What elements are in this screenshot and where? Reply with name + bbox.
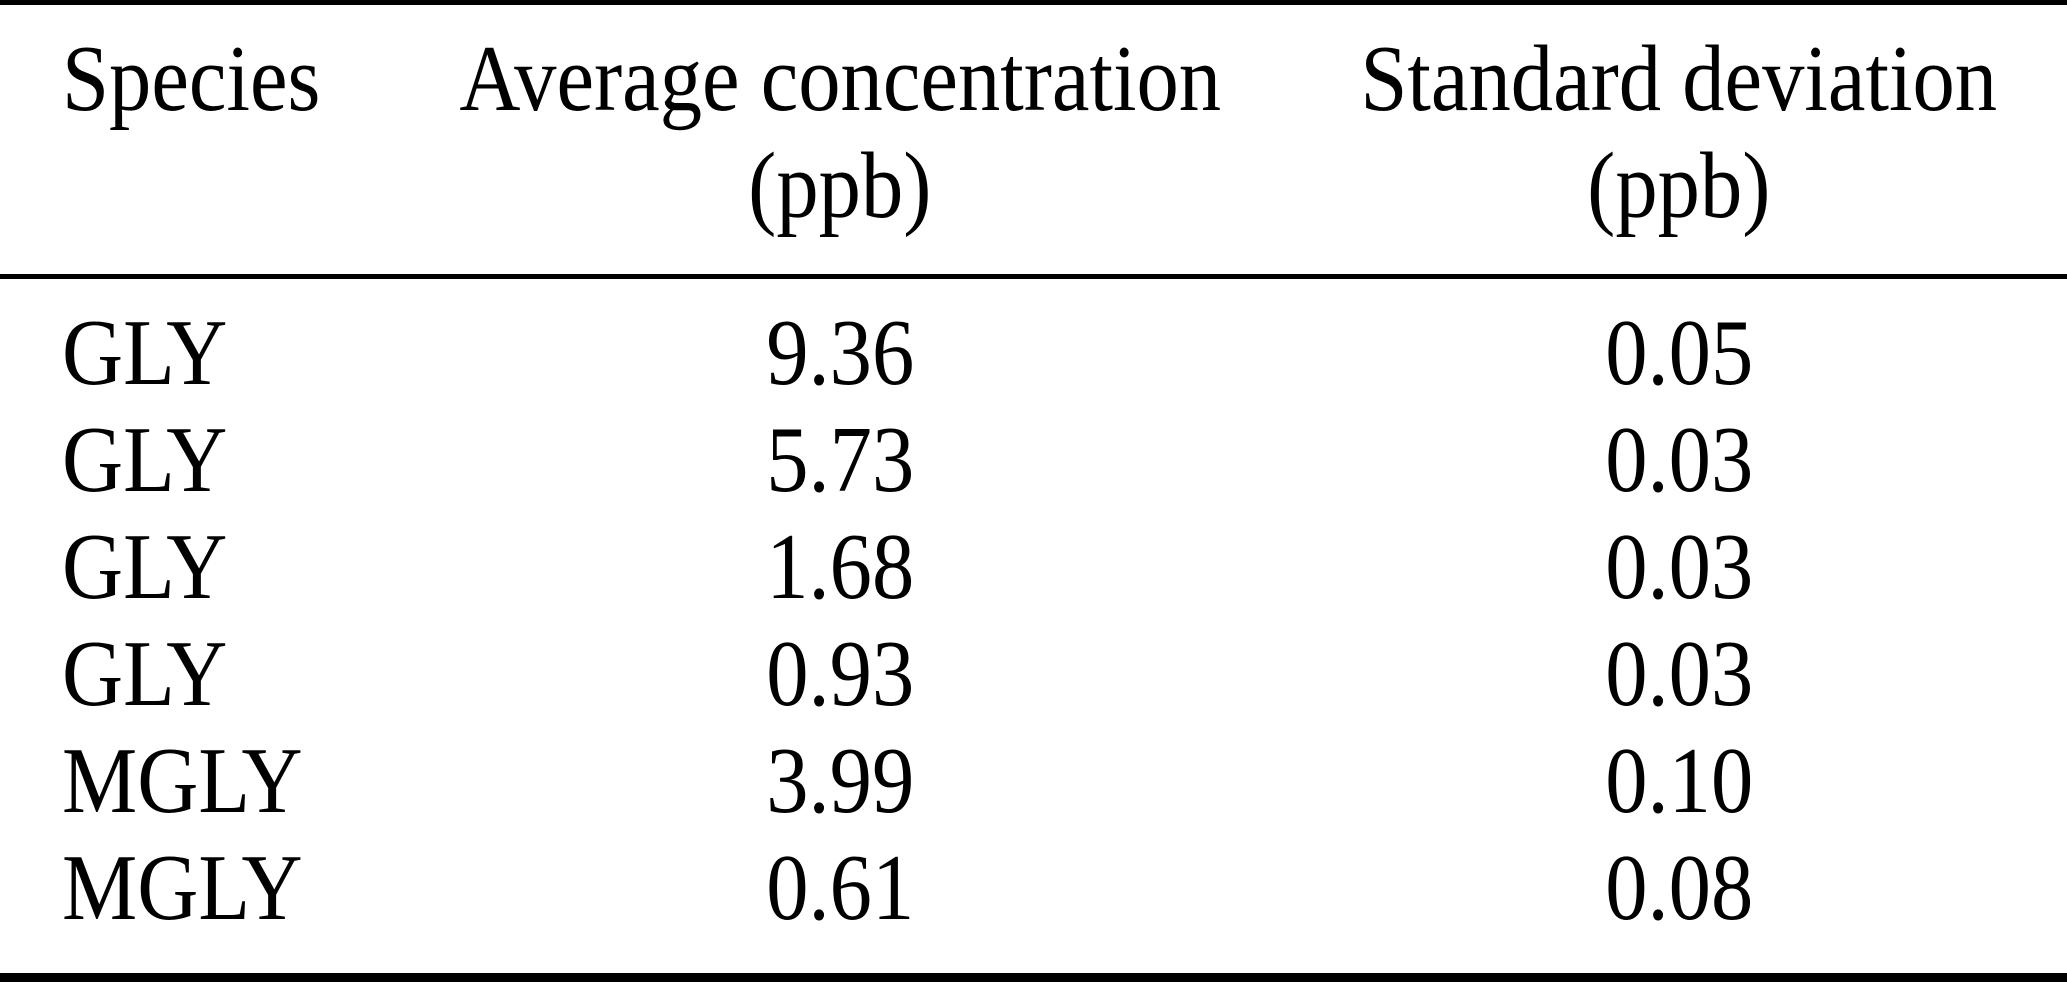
average-concentration-cell: 5.73 (765, 408, 915, 512)
species-cell: MGLY (62, 729, 303, 833)
table-top-rule (0, 0, 2067, 5)
species-cell: GLY (62, 408, 228, 512)
header-species: Species (0, 26, 389, 274)
average-concentration-cell: 0.93 (765, 622, 915, 726)
table-row: GLY 9.36 0.05 (0, 300, 2067, 407)
header-species-label: Species (62, 27, 321, 131)
table-row: GLY 5.73 0.03 (0, 407, 2067, 514)
header-standard-deviation: Standard deviation (ppb) (1291, 26, 2067, 274)
header-standard-deviation-label: Standard deviation (1360, 27, 1998, 131)
standard-deviation-cell: 0.03 (1604, 515, 1754, 619)
table-body: GLY 9.36 0.05 GLY 5.73 0.03 GLY 1.68 (0, 279, 2067, 973)
species-cell: GLY (62, 622, 228, 726)
table-header-rule (0, 274, 2067, 279)
table-row: MGLY 0.61 0.08 (0, 835, 2067, 942)
standard-deviation-cell: 0.10 (1604, 729, 1754, 833)
species-cell: GLY (62, 301, 228, 405)
species-cell: MGLY (62, 836, 303, 940)
table-bottom-rule (0, 973, 2067, 982)
standard-deviation-cell: 0.05 (1604, 301, 1754, 405)
standard-deviation-cell: 0.03 (1604, 408, 1754, 512)
table-row: GLY 1.68 0.03 (0, 514, 2067, 621)
standard-deviation-cell: 0.03 (1604, 622, 1754, 726)
header-average-concentration: Average concentration (ppb) (389, 26, 1291, 274)
average-concentration-cell: 1.68 (765, 515, 915, 619)
average-concentration-cell: 9.36 (765, 301, 915, 405)
table-header: Species Average concentration (ppb) Stan… (0, 5, 2067, 274)
header-average-concentration-label: Average concentration (459, 27, 1221, 131)
table-row: GLY 0.93 0.03 (0, 621, 2067, 728)
header-standard-deviation-unit: (ppb) (1587, 134, 1771, 238)
species-cell: GLY (62, 515, 228, 619)
header-average-concentration-unit: (ppb) (748, 134, 932, 238)
table-row: MGLY 3.99 0.10 (0, 728, 2067, 835)
average-concentration-cell: 3.99 (765, 729, 915, 833)
average-concentration-cell: 0.61 (765, 836, 915, 940)
standard-deviation-cell: 0.08 (1604, 836, 1754, 940)
